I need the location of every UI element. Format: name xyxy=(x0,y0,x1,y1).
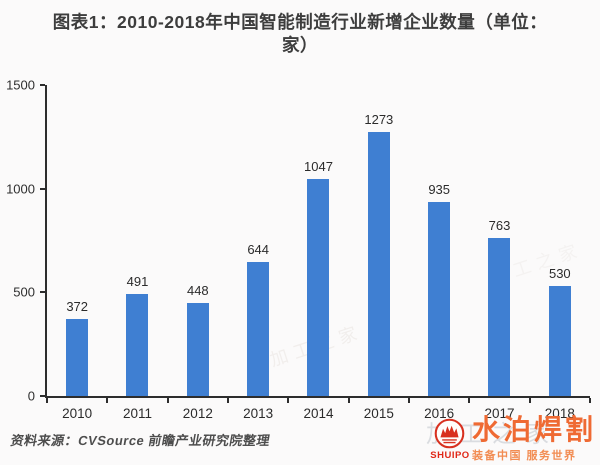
shuipo-emblem: SHUIPO xyxy=(430,418,470,461)
bar xyxy=(66,318,89,396)
plot-area: 372 2010 491 2011 448 2012 644 2013 1047 2014 1273… xyxy=(40,84,591,421)
bar-value-label: 448 xyxy=(186,283,209,299)
chart-title-line1: 图表1：2010-2018年中国智能制造行业新增企业数量（单位： xyxy=(52,12,548,32)
x-axis-tick-label: 2011 xyxy=(122,406,152,421)
x-axis-tick-label: 2016 xyxy=(424,406,455,421)
logo-text: 水泊焊割 装备中国 服务世界 xyxy=(472,416,596,463)
x-axis-tick-label: 2010 xyxy=(62,406,93,421)
y-axis-tick xyxy=(40,395,45,397)
y-axis-tick-label: 500 xyxy=(13,284,35,300)
bar-value-label: 491 xyxy=(126,274,149,290)
bar-value-label: 372 xyxy=(66,298,89,314)
y-axis-tick-label: 1000 xyxy=(6,181,35,197)
y-axis-tick xyxy=(40,84,45,86)
bar-value-label: 763 xyxy=(488,217,511,233)
x-axis-tick xyxy=(468,398,471,403)
x-axis-tick xyxy=(407,398,410,403)
y-axis-tick xyxy=(40,291,45,294)
bar-slot: 935 2016 xyxy=(409,85,469,421)
bar-slot: 1047 2014 xyxy=(288,85,348,421)
bar-slot: 763 2017 xyxy=(469,85,529,421)
bar xyxy=(126,294,149,396)
shuipo-logo: SHUIPO 水泊焊割 装备中国 服务世界 xyxy=(430,416,596,463)
bar xyxy=(307,178,330,396)
x-axis-tick-label: 2014 xyxy=(303,406,334,421)
x-axis-tick xyxy=(347,398,350,403)
bar-value-label: 644 xyxy=(247,242,270,258)
x-axis-tick-label: 2012 xyxy=(182,406,213,421)
chart-title: 图表1：2010-2018年中国智能制造行业新增企业数量（单位： 家） xyxy=(10,11,590,57)
source-note: 资料来源：CVSource 前瞻产业研究院整理 xyxy=(9,433,272,448)
y-axis-tick xyxy=(40,187,45,190)
bar-slot: 1273 2015 xyxy=(349,85,409,421)
bar-slot: 372 2010 xyxy=(47,85,107,421)
logo-name: 水泊焊割 xyxy=(471,414,596,445)
x-axis-tick xyxy=(166,398,169,403)
logo-latin-text: SHUIPO xyxy=(430,450,470,461)
y-axis-labels: 0 500 1000 1500 xyxy=(0,78,39,404)
x-axis-tick xyxy=(226,398,229,403)
x-axis-tick-label: 2017 xyxy=(484,406,515,421)
x-axis-tick xyxy=(589,398,591,403)
shuipo-emblem-icon xyxy=(435,418,465,449)
bar-value-label: 1273 xyxy=(364,112,394,128)
bar-slot: 448 2012 xyxy=(168,85,228,421)
bar-slot: 491 2011 xyxy=(107,85,167,421)
bar-value-label: 935 xyxy=(428,182,451,198)
logo-tagline: 装备中国 服务世界 xyxy=(471,450,577,462)
bar-slot: 644 2013 xyxy=(228,85,288,421)
x-axis-tick xyxy=(287,398,290,403)
x-axis-tick-label: 2013 xyxy=(243,406,274,421)
bar-slot: 530 2018 xyxy=(530,85,590,421)
bar xyxy=(247,262,270,396)
x-axis-tick-label: 2015 xyxy=(363,406,394,421)
x-axis-tick xyxy=(106,398,109,403)
bar xyxy=(367,132,390,396)
x-axis-tick xyxy=(46,398,48,403)
y-axis-tick-label: 0 xyxy=(27,388,35,404)
bar xyxy=(548,286,571,396)
y-axis-tick-label: 1500 xyxy=(6,77,35,93)
bar xyxy=(428,202,451,396)
bar xyxy=(488,237,511,396)
bar-value-label: 530 xyxy=(548,266,571,282)
chart-title-line2: 家） xyxy=(282,35,318,56)
bar-value-label: 1047 xyxy=(304,158,333,174)
bar xyxy=(186,303,209,396)
x-axis-tick xyxy=(528,398,531,403)
x-axis-tick-label: 2018 xyxy=(544,406,575,421)
